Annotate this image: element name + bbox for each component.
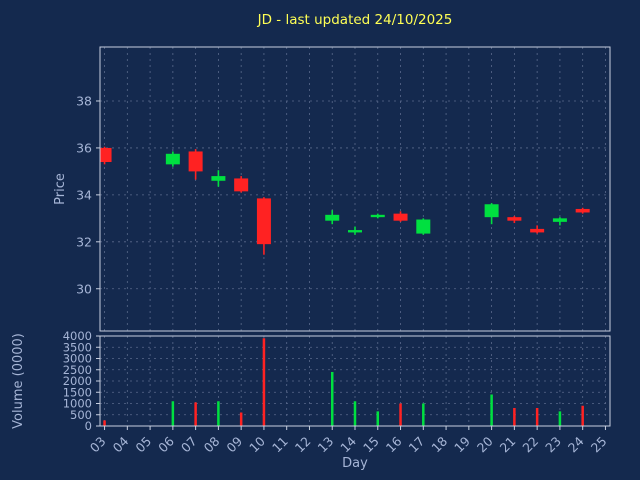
candle-day-20	[484, 203, 499, 225]
volume-bar-day-23	[558, 411, 562, 426]
candle-day-23	[552, 217, 567, 226]
svg-text:11: 11	[269, 434, 291, 456]
svg-text:19: 19	[451, 433, 473, 455]
axis-labels: Price Volume (0000) Day	[11, 173, 368, 471]
svg-text:4000: 4000	[63, 329, 92, 343]
svg-text:25: 25	[588, 434, 610, 456]
svg-text:0: 0	[85, 419, 92, 433]
gridlines	[100, 47, 610, 427]
x-axis-label: Day	[342, 456, 368, 471]
svg-text:22: 22	[519, 434, 541, 456]
svg-text:06: 06	[155, 433, 177, 455]
svg-text:24: 24	[565, 433, 587, 455]
volume-bar-day-10	[262, 338, 266, 426]
svg-text:23: 23	[542, 434, 564, 456]
volume-bar-day-21	[513, 408, 516, 426]
svg-text:20: 20	[474, 433, 496, 455]
price-axis-label: Price	[53, 173, 68, 205]
svg-text:500: 500	[70, 408, 92, 422]
candle-day-22	[530, 225, 545, 234]
svg-text:32: 32	[76, 234, 92, 249]
volume-bar-day-08	[217, 401, 220, 426]
candle-day-10	[256, 197, 271, 255]
svg-text:36: 36	[76, 140, 92, 155]
svg-text:18: 18	[428, 433, 450, 455]
svg-text:38: 38	[76, 93, 92, 108]
volume-bar-day-03	[103, 420, 106, 426]
candle-day-24	[575, 207, 590, 214]
candle-day-03	[100, 146, 112, 165]
volume-bar-day-06	[171, 401, 175, 426]
volume-bar-day-07	[194, 402, 197, 426]
svg-text:3500: 3500	[63, 340, 92, 354]
svg-text:05: 05	[132, 434, 154, 456]
volume-bar-day-15	[376, 411, 380, 426]
candle-day-15	[370, 213, 385, 219]
plot-spines	[99, 46, 611, 427]
volume-bars	[103, 338, 584, 426]
svg-text:1000: 1000	[63, 397, 92, 411]
svg-text:07: 07	[178, 434, 200, 456]
svg-text:08: 08	[201, 433, 223, 455]
svg-text:15: 15	[360, 434, 382, 456]
svg-text:3000: 3000	[63, 352, 92, 366]
svg-text:13: 13	[314, 434, 336, 456]
volume-bar-day-20	[490, 394, 493, 426]
candle-day-09	[234, 176, 249, 193]
volume-bar-day-14	[353, 401, 357, 426]
svg-text:16: 16	[383, 433, 405, 455]
svg-text:2000: 2000	[63, 374, 92, 388]
candle-day-17	[416, 218, 431, 235]
svg-text:1500: 1500	[63, 385, 92, 399]
volume-bar-day-24	[581, 405, 584, 426]
volume-bar-day-16	[399, 403, 402, 426]
svg-text:09: 09	[223, 433, 245, 455]
svg-text:14: 14	[337, 433, 359, 455]
svg-text:34: 34	[76, 187, 92, 202]
svg-text:17: 17	[406, 434, 428, 456]
candle-day-13	[325, 210, 340, 225]
svg-text:2500: 2500	[63, 363, 92, 377]
svg-text:12: 12	[292, 434, 314, 456]
candle-day-06	[165, 151, 180, 167]
candle-day-08	[211, 170, 226, 187]
candle-day-21	[507, 215, 522, 224]
svg-text:04: 04	[110, 433, 132, 455]
svg-text:21: 21	[497, 434, 519, 456]
candle-day-14	[348, 226, 362, 235]
svg-text:30: 30	[76, 281, 92, 296]
candles	[100, 146, 590, 255]
candle-day-07	[188, 149, 203, 180]
volume-axis-label: Volume (0000)	[11, 333, 26, 429]
svg-text:03: 03	[87, 434, 109, 456]
volume-bar-day-17	[422, 403, 425, 426]
svg-text:10: 10	[246, 433, 268, 455]
volume-bar-day-13	[330, 372, 334, 426]
candle-day-16	[393, 211, 408, 222]
volume-bar-day-09	[239, 412, 243, 426]
volume-bar-day-22	[535, 408, 539, 426]
chart-title: JD - last updated 24/10/2025	[257, 12, 453, 28]
